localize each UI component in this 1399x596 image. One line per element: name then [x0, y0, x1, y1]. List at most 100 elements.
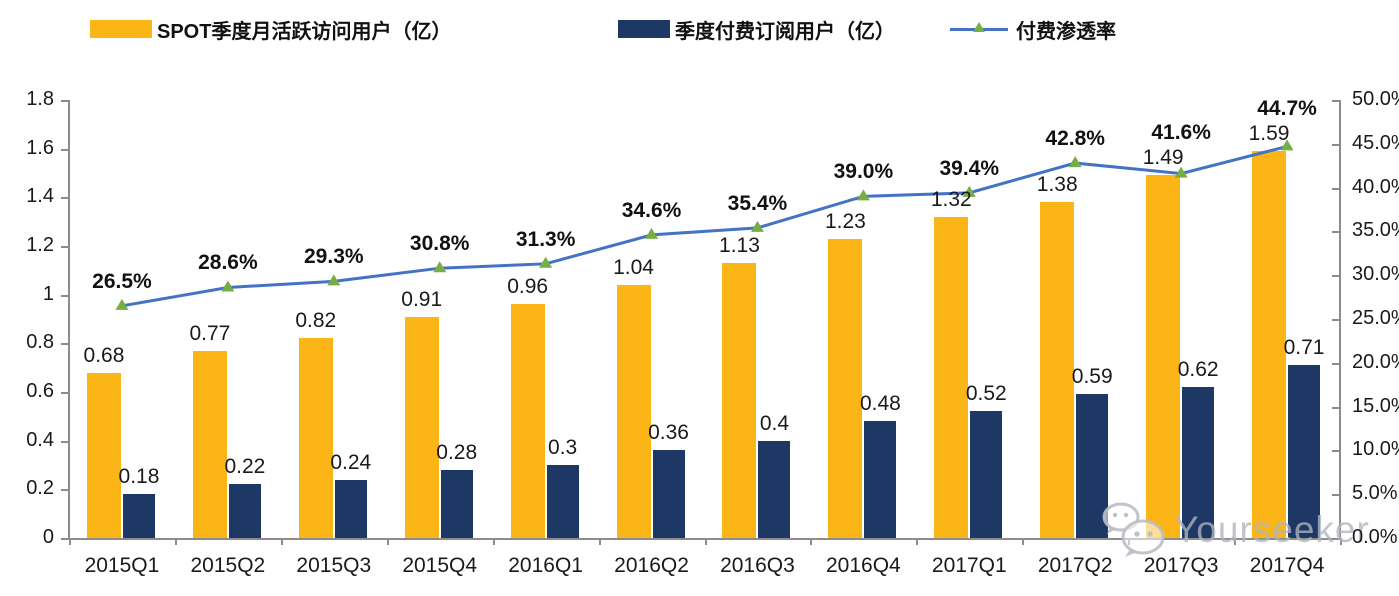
triangle-marker: [433, 261, 447, 273]
bar-subscribers-2015Q4: [440, 469, 473, 538]
y-axis-left-tick: [61, 343, 69, 346]
bar-subscribers-2016Q4: [864, 421, 897, 538]
penetration-percent-label: 26.5%: [92, 269, 152, 293]
x-axis-tick: [916, 538, 919, 545]
x-axis-tick: [174, 538, 177, 545]
x-axis-label: 2016Q1: [508, 554, 583, 577]
x-axis-tick: [704, 538, 707, 545]
y-axis-right-tick: [1332, 143, 1340, 146]
y-axis-left: [68, 100, 70, 539]
legend-item-subscribers: 季度付费订阅用户（亿）: [618, 14, 895, 44]
y-axis-right-tick: [1332, 362, 1340, 365]
bar-value-label-subscribers: 0.59: [1071, 365, 1113, 389]
bar-subscribers-2015Q3: [334, 479, 367, 538]
y-axis-right-label: 40.0%: [1352, 175, 1399, 198]
x-axis-label: 2015Q4: [402, 554, 478, 577]
legend-label-mau: SPOT季度月活跃访问用户（亿）: [157, 20, 452, 43]
x-axis-label: 2016Q4: [825, 554, 901, 577]
bar-subscribers-2017Q4: [1288, 365, 1321, 538]
triangle-marker: [856, 189, 870, 201]
x-axis-label: 2016Q2: [614, 554, 689, 577]
x-axis-label: 2016Q3: [720, 554, 795, 577]
y-axis-right: [1339, 100, 1341, 539]
y-axis-right-tick: [1332, 494, 1340, 497]
bar-mau-2017Q4: [1252, 151, 1287, 538]
legend-swatch-subscribers: [618, 20, 670, 38]
bar-value-label-mau: 0.82: [295, 309, 337, 333]
y-axis-left-label: 0: [42, 526, 54, 548]
bar-subscribers-2015Q1: [122, 494, 155, 538]
triangle-marker: [327, 274, 341, 286]
x-axis-label: 2017Q2: [1037, 554, 1113, 577]
bar-subscribers-2017Q3: [1182, 387, 1215, 538]
y-axis-right-label: 0.0%: [1352, 526, 1398, 548]
bar-value-label-subscribers: 0.28: [436, 440, 478, 464]
bar-value-label-mau: 1.13: [719, 234, 760, 258]
bar-value-label-mau: 0.91: [401, 287, 443, 311]
y-axis-left-label: 0.2: [26, 477, 54, 500]
x-axis-tick: [1234, 538, 1237, 545]
bar-subscribers-2017Q1: [970, 411, 1003, 538]
bar-mau-2017Q2: [1040, 202, 1075, 538]
y-axis-right-label: 15.0%: [1352, 394, 1399, 417]
y-axis-right-label: 5.0%: [1352, 482, 1398, 505]
penetration-percent-label: 34.6%: [621, 198, 682, 222]
x-axis-tick: [598, 538, 601, 545]
bar-mau-2016Q2: [616, 284, 651, 538]
bar-mau-2016Q4: [828, 238, 863, 538]
bar-mau-2015Q2: [192, 350, 227, 538]
bar-mau-2017Q3: [1146, 175, 1181, 538]
x-axis-label: 2015Q3: [296, 554, 372, 577]
penetration-percent-label: 44.7%: [1257, 97, 1317, 121]
y-axis-right-tick: [1332, 319, 1340, 321]
penetration-percent-label: 41.6%: [1151, 121, 1211, 145]
bar-value-label-subscribers: 0.52: [965, 382, 1007, 406]
y-axis-left-tick: [61, 100, 69, 102]
bar-subscribers-2016Q3: [758, 440, 791, 538]
bar-subscribers-2016Q2: [652, 450, 685, 538]
bar-value-label-mau: 1.32: [930, 187, 972, 211]
y-axis-right-tick: [1332, 187, 1340, 190]
y-axis-right-label: 25.0%: [1352, 307, 1399, 329]
y-axis-left-label: 0.6: [26, 380, 54, 402]
y-axis-left-tick: [61, 246, 69, 248]
bar-value-label-mau: 1.38: [1036, 173, 1078, 197]
x-axis-label: 2017Q4: [1249, 554, 1325, 577]
triangle-marker: [1280, 139, 1294, 151]
penetration-percent-label: 39.4%: [939, 156, 1000, 180]
y-axis-left-tick: [61, 538, 69, 540]
bar-mau-2015Q3: [298, 338, 333, 538]
x-axis-label: 2017Q1: [931, 554, 1007, 577]
y-axis-left-label: 1.4: [26, 185, 54, 208]
bar-value-label-subscribers: 0.22: [224, 455, 266, 479]
bar-subscribers-2015Q2: [228, 484, 261, 538]
bar-value-label-mau: 0.96: [507, 275, 549, 299]
penetration-percent-label: 31.3%: [515, 227, 576, 251]
y-axis-right-tick: [1332, 450, 1340, 453]
bar-value-label-subscribers: 0.18: [118, 465, 160, 489]
bar-value-label-mau: 0.77: [189, 321, 231, 345]
triangle-marker: [962, 185, 976, 197]
bar-value-label-mau: 0.68: [83, 343, 125, 367]
triangle-marker: [539, 256, 553, 268]
y-axis-left-label: 1: [42, 282, 54, 305]
y-axis-right-tick: [1332, 538, 1340, 540]
y-axis-right-tick: [1332, 231, 1340, 234]
bar-value-label-subscribers: 0.71: [1283, 336, 1325, 360]
y-axis-left-label: 0.8: [26, 331, 54, 354]
triangle-marker: [645, 227, 659, 239]
y-axis-right-tick: [1332, 100, 1340, 102]
y-axis-left-tick: [61, 489, 69, 492]
penetration-percent-label: 42.8%: [1045, 127, 1105, 151]
y-axis-right-tick: [1332, 275, 1340, 278]
bar-mau-2015Q4: [404, 316, 439, 538]
bar-mau-2015Q1: [86, 372, 121, 538]
triangle-marker: [750, 220, 764, 232]
penetration-percent-label: 35.4%: [727, 191, 788, 215]
x-axis-label: 2017Q3: [1143, 554, 1219, 577]
y-axis-left-label: 1.2: [26, 234, 54, 256]
legend-label-subscribers: 季度付费订阅用户（亿）: [675, 20, 895, 43]
x-axis-tick: [492, 538, 495, 545]
